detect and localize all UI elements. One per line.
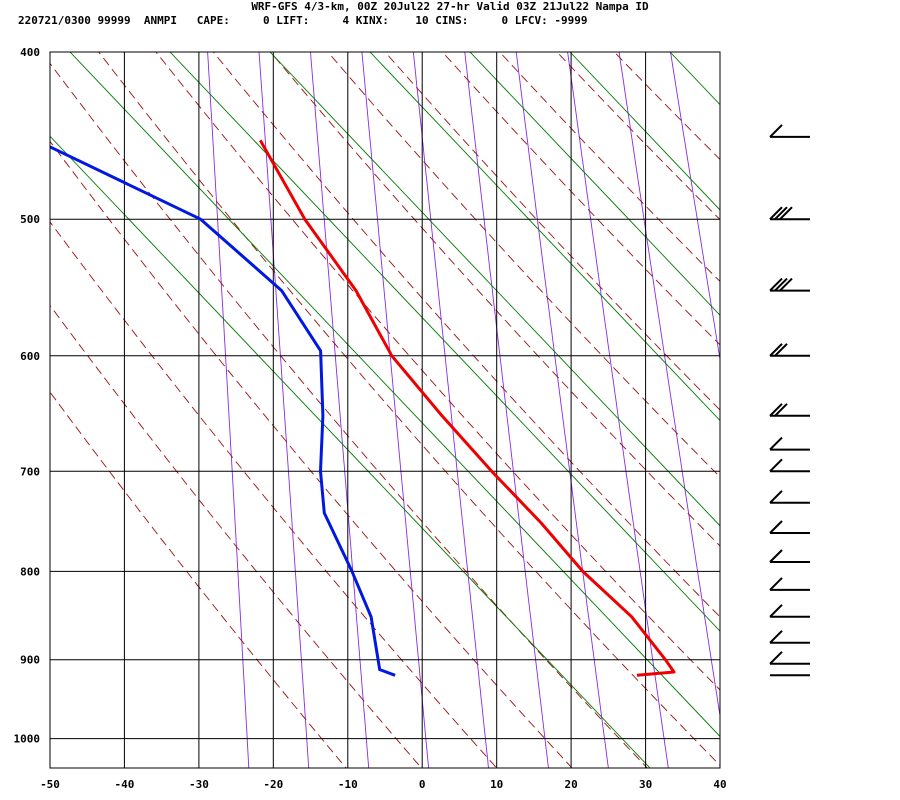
x-tick-label: -10	[338, 778, 358, 791]
grid	[50, 51, 720, 768]
mixing-ratio-line	[169, 52, 720, 632]
y-tick-label: 900	[20, 654, 40, 667]
dry-adiabat	[50, 391, 347, 768]
dry-adiabat	[499, 52, 720, 283]
wind-barb-flag	[774, 206, 788, 220]
mixing-ratio-line	[269, 52, 720, 527]
dry-adiabat	[50, 140, 573, 768]
profiles	[50, 139, 676, 677]
mixing-ratio-line	[469, 52, 720, 316]
dry-adiabat	[613, 52, 720, 160]
y-axis-ticks: 400 500 600 700 800 900 1000	[14, 46, 41, 746]
moist-adiabat	[361, 52, 430, 768]
wind-barb-flag	[769, 436, 783, 451]
moist-adiabat	[817, 14, 900, 783]
dry-adiabat	[50, 62, 648, 768]
moist-adiabat	[258, 52, 310, 768]
dry-adiabat	[50, 221, 498, 768]
mixing-ratio-line	[50, 135, 651, 768]
x-tick-label: 10	[490, 778, 503, 791]
wind-barb-flag	[769, 520, 783, 534]
y-tick-label: 600	[20, 350, 40, 363]
wind-barb-flag	[774, 277, 788, 292]
wind-barb-flag	[774, 403, 788, 417]
y-tick-label: 500	[20, 213, 40, 226]
dry-adiabat	[327, 52, 720, 478]
chart-title: WRF-GFS 4/3-km, 00Z 20Jul22 27-hr Valid …	[251, 0, 649, 13]
dry-adiabat	[270, 52, 720, 547]
wind-barb-flag	[769, 206, 783, 220]
mixing-ratio-line	[369, 52, 720, 422]
wind-barb-flag	[769, 124, 783, 138]
dry-adiabat	[384, 52, 720, 411]
moist-adiabat	[567, 52, 669, 768]
moist-adiabat	[670, 52, 720, 362]
moist-adiabat	[618, 52, 720, 719]
moist-adiabat	[515, 52, 609, 768]
wind-barb-flag	[779, 277, 793, 292]
wind-barb-flag	[769, 277, 783, 292]
moist-adiabat	[464, 52, 549, 768]
background-lines	[50, 14, 900, 783]
x-tick-label: 30	[639, 778, 652, 791]
wind-barb-flag	[779, 206, 793, 220]
x-tick-label: 0	[419, 778, 426, 791]
dry-adiabat	[50, 304, 423, 768]
wind-barb-flag	[769, 651, 783, 665]
wind-barbs	[769, 124, 810, 677]
moist-adiabat	[310, 52, 370, 768]
y-tick-label: 1000	[14, 733, 41, 746]
wind-barb-flag	[769, 549, 783, 563]
dewpoint-line	[50, 145, 396, 677]
moist-adiabat	[412, 52, 489, 768]
dry-adiabat	[98, 52, 720, 767]
x-axis-ticks: -50 -40 -30 -20 -10 0 10 20 30 40	[40, 778, 727, 791]
mixing-ratio-line	[569, 52, 720, 211]
y-tick-label: 400	[20, 46, 40, 59]
dry-adiabat	[155, 52, 720, 691]
moist-adiabat	[766, 14, 900, 783]
moist-adiabat	[715, 14, 850, 783]
dry-adiabat	[212, 52, 720, 618]
x-tick-label: -30	[189, 778, 209, 791]
x-tick-label: 40	[713, 778, 726, 791]
moist-adiabat	[869, 14, 900, 783]
mixing-ratio-line	[69, 52, 720, 738]
y-tick-label: 800	[20, 565, 40, 578]
plot-border	[49, 51, 721, 769]
x-tick-label: 20	[564, 778, 577, 791]
wind-barb-flag	[769, 343, 783, 357]
wind-barb-flag	[769, 403, 783, 417]
temperature-line	[258, 139, 676, 677]
mixing-ratio-line	[669, 52, 720, 106]
moist-adiabat	[207, 52, 250, 768]
sounding-indices-header: 220721/0300 99999 ANMPI CAPE: 0 LIFT: 4 …	[18, 14, 588, 27]
wind-barb-flag	[769, 630, 783, 644]
x-tick-label: -20	[263, 778, 283, 791]
dry-adiabat	[556, 52, 720, 221]
mixing-ratio-line	[770, 52, 900, 768]
wind-barb-flag	[769, 458, 783, 473]
wind-barb-flag	[769, 490, 783, 504]
wind-barb-flag	[769, 604, 783, 618]
y-tick-label: 700	[20, 465, 40, 478]
x-tick-label: -40	[114, 778, 134, 791]
wind-barb-flag	[769, 577, 783, 591]
wind-barb-flag	[774, 343, 788, 357]
x-tick-label: -50	[40, 778, 60, 791]
